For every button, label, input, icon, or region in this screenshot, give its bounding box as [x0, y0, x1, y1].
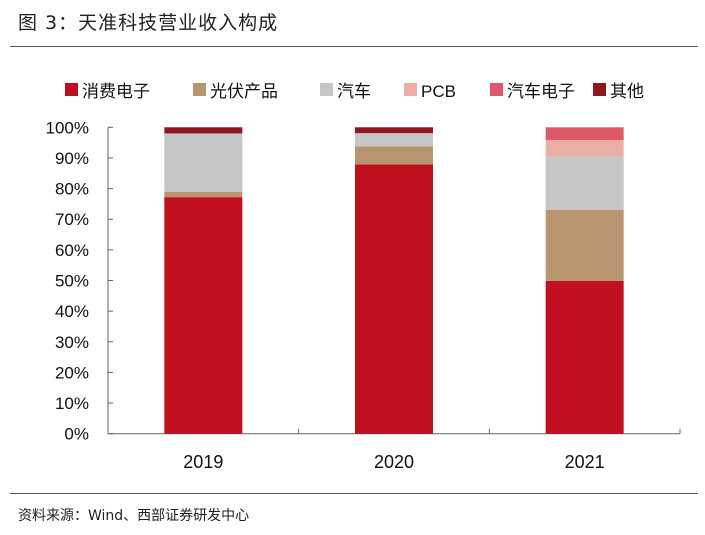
y-tick-label: 70%	[55, 210, 89, 229]
y-tick-label: 0%	[64, 425, 89, 444]
bar-segment-2020-0	[355, 164, 433, 434]
y-tick-label: 90%	[55, 149, 89, 168]
bar-segment-2019-2	[164, 133, 243, 192]
y-tick-label: 30%	[55, 333, 89, 352]
legend-swatch	[593, 83, 606, 96]
bar-segment-2020-1	[355, 146, 433, 165]
legend-label: 其他	[610, 82, 644, 101]
bar-segment-2021-1	[545, 209, 624, 281]
title-divider	[10, 46, 698, 47]
y-tick-label: 20%	[55, 363, 89, 382]
legend-swatch	[65, 83, 78, 96]
footer-divider	[10, 493, 698, 494]
figure-title: 图 3：天准科技营业收入构成	[18, 12, 279, 34]
y-tick-label: 50%	[55, 272, 89, 291]
legend-label: 汽车电子	[507, 82, 575, 101]
legend-swatch	[490, 83, 503, 96]
legend-swatch	[404, 83, 417, 96]
x-tick-label: 2020	[374, 452, 414, 472]
y-tick-label: 80%	[55, 180, 89, 199]
legend-label: 汽车	[337, 82, 371, 101]
bar-segment-2019-5	[164, 127, 243, 134]
y-tick-label: 100%	[46, 118, 89, 137]
bar-segment-2021-0	[545, 280, 624, 434]
y-tick-label: 60%	[55, 241, 89, 260]
stacked-bar-chart: 0% 10% 20% 30% 40% 50% 60% 70% 80% 90% 100% 2019 202…	[46, 82, 681, 472]
legend-label: 光伏产品	[210, 82, 278, 101]
legend-swatch	[320, 83, 333, 96]
legend-label: PCB	[421, 82, 456, 101]
bar-segment-2019-1	[164, 191, 243, 198]
bar-segment-2020-5	[355, 127, 433, 134]
bar-segment-2021-2	[545, 156, 624, 210]
bar-segment-2021-3	[545, 140, 624, 157]
y-tick-label: 10%	[55, 394, 89, 413]
x-tick-label: 2021	[565, 452, 605, 472]
legend-swatch	[193, 83, 206, 96]
legend-label: 消费电子	[82, 82, 150, 101]
bar-segment-2020-2	[355, 133, 433, 147]
bar-segment-2019-0	[164, 197, 243, 434]
bar-segment-2021-4	[545, 127, 624, 141]
y-tick-label: 40%	[55, 302, 89, 321]
x-tick-label: 2019	[183, 452, 223, 472]
source-note: 资料来源：Wind、西部证券研发中心	[18, 508, 250, 524]
